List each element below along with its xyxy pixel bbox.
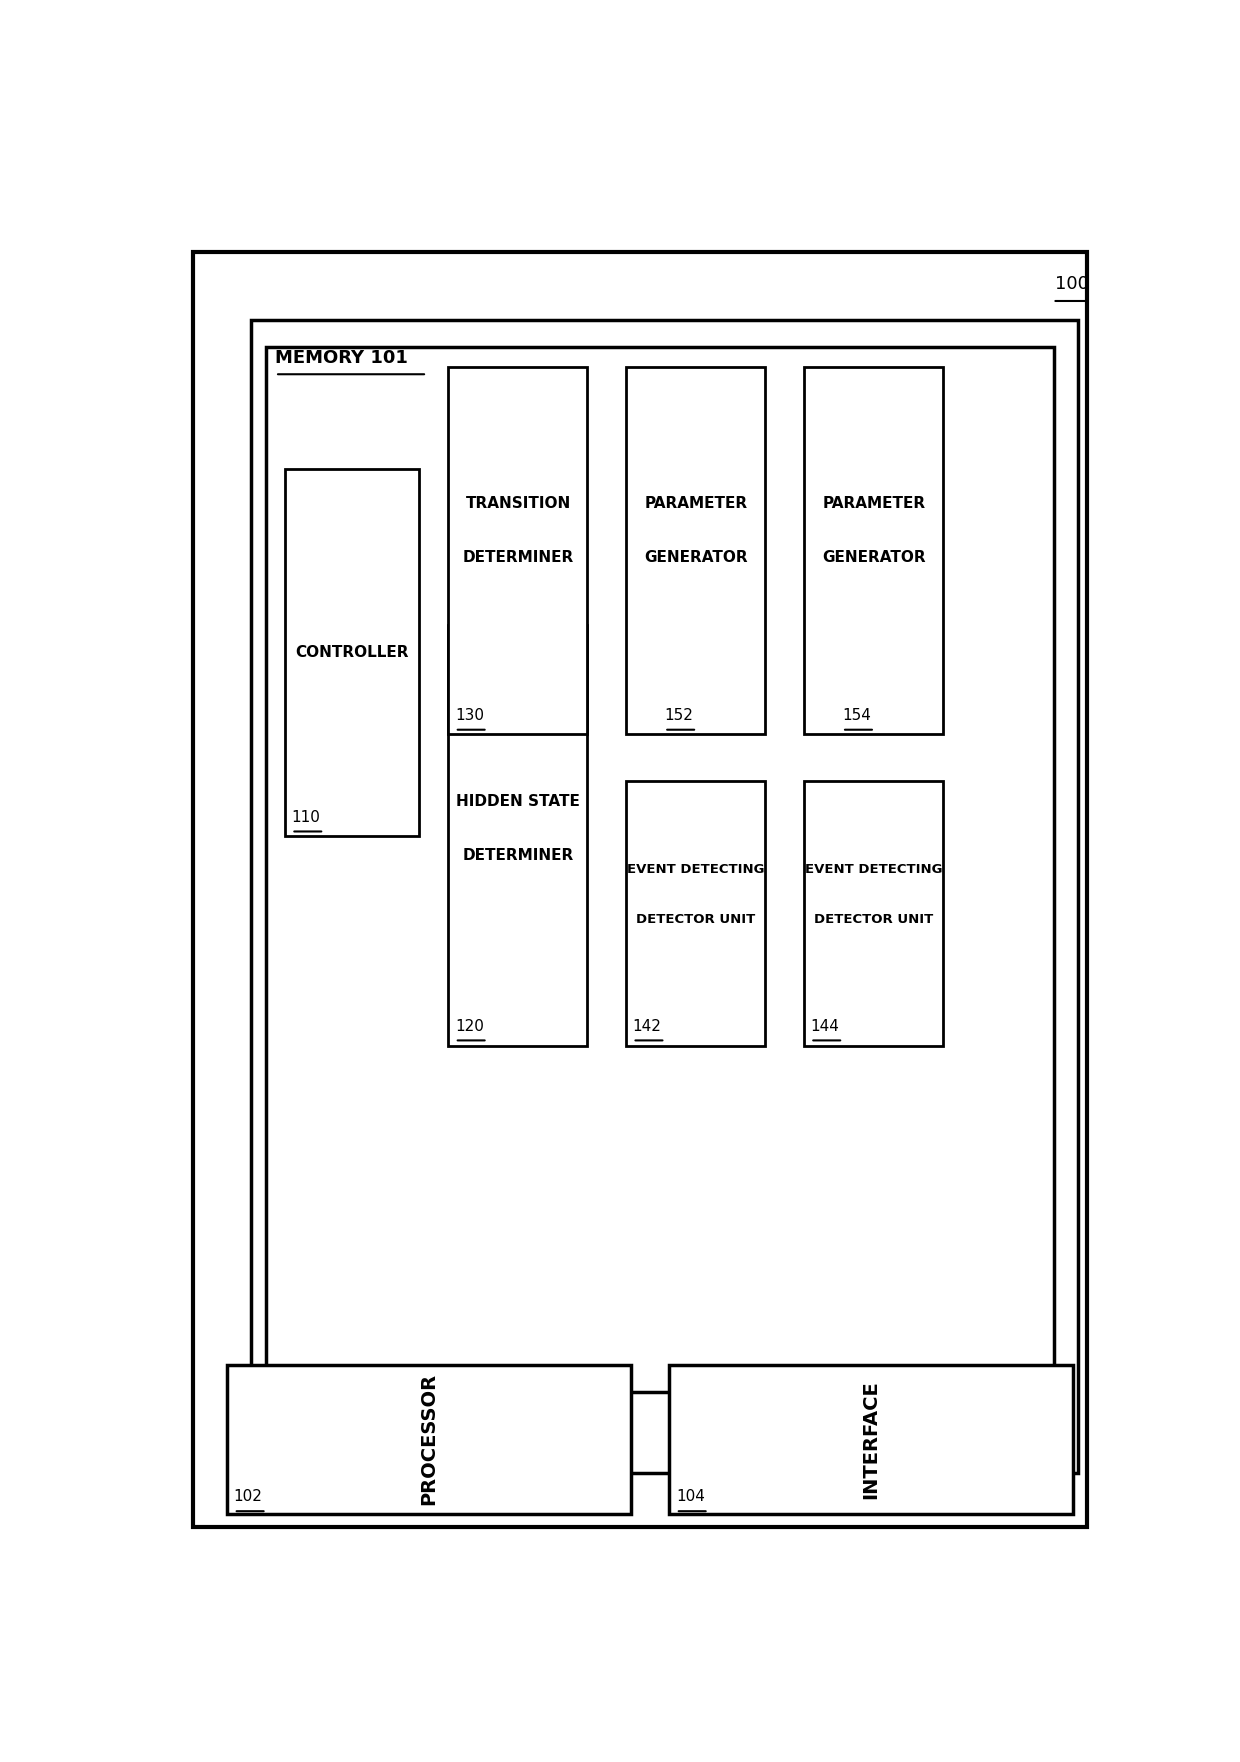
- FancyBboxPatch shape: [285, 469, 419, 835]
- Text: CONTROLLER: CONTROLLER: [295, 645, 409, 661]
- Text: 100: 100: [1055, 275, 1089, 292]
- Text: DETECTOR UNIT: DETECTOR UNIT: [815, 913, 934, 927]
- Text: GENERATOR: GENERATOR: [822, 550, 925, 566]
- FancyBboxPatch shape: [448, 626, 588, 1047]
- FancyBboxPatch shape: [626, 781, 765, 1047]
- FancyBboxPatch shape: [670, 1364, 1073, 1514]
- Text: EVENT DETECTING: EVENT DETECTING: [627, 863, 765, 876]
- FancyBboxPatch shape: [626, 368, 765, 733]
- Text: 144: 144: [811, 1018, 839, 1034]
- FancyBboxPatch shape: [265, 347, 1054, 1392]
- Text: 152: 152: [665, 708, 693, 722]
- FancyBboxPatch shape: [804, 781, 944, 1047]
- Text: DETERMINER: DETERMINER: [463, 550, 574, 566]
- Text: EVENT DETECTING: EVENT DETECTING: [805, 863, 942, 876]
- Text: 120: 120: [455, 1018, 484, 1034]
- Text: 154: 154: [842, 708, 870, 722]
- Text: GENERATOR: GENERATOR: [645, 550, 748, 566]
- Text: TRANSITION: TRANSITION: [466, 495, 570, 511]
- Text: DETECTOR UNIT: DETECTOR UNIT: [636, 913, 755, 927]
- Text: HIDDEN STATE: HIDDEN STATE: [456, 795, 580, 809]
- FancyBboxPatch shape: [448, 368, 588, 733]
- Text: DETERMINER: DETERMINER: [463, 848, 574, 863]
- Text: 102: 102: [234, 1489, 263, 1505]
- Text: PROCESSOR: PROCESSOR: [419, 1373, 439, 1505]
- Text: PARAMETER: PARAMETER: [822, 495, 925, 511]
- Text: MEMORY 101: MEMORY 101: [275, 349, 408, 368]
- FancyBboxPatch shape: [250, 321, 1078, 1473]
- Text: 104: 104: [676, 1489, 704, 1505]
- Text: INTERFACE: INTERFACE: [862, 1380, 880, 1499]
- Text: 142: 142: [632, 1018, 661, 1034]
- FancyBboxPatch shape: [227, 1364, 631, 1514]
- Text: 130: 130: [455, 708, 484, 722]
- FancyBboxPatch shape: [804, 368, 944, 733]
- Text: 110: 110: [291, 811, 320, 825]
- FancyBboxPatch shape: [193, 252, 1087, 1528]
- Text: PARAMETER: PARAMETER: [645, 495, 748, 511]
